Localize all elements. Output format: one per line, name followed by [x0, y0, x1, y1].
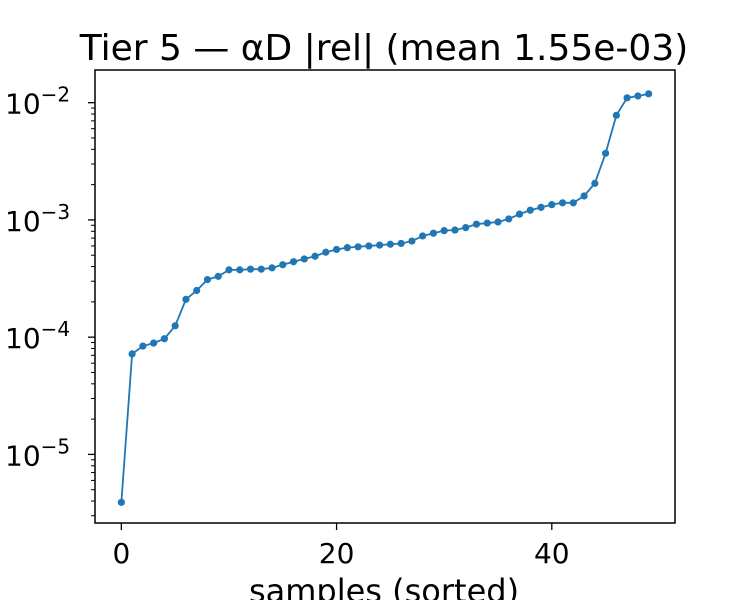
data-point: [171, 322, 179, 330]
data-point: [429, 229, 438, 237]
x-tick-label: 20: [319, 537, 355, 570]
data-point: [257, 265, 265, 273]
data-point: [451, 226, 459, 234]
data-point: [483, 219, 491, 227]
data-point: [515, 210, 524, 218]
data-point: [160, 335, 169, 343]
data-point: [634, 92, 642, 100]
data-point: [332, 245, 341, 254]
data-point: [408, 237, 416, 245]
data-point: [472, 220, 481, 228]
data-point: [558, 199, 567, 207]
data-point: [311, 252, 319, 260]
data-point: [526, 206, 534, 214]
data-point: [419, 232, 427, 240]
data-point: [203, 275, 212, 284]
data-point: [591, 179, 599, 187]
data-point: [236, 266, 244, 274]
x-axis: 0 20 40: [112, 523, 570, 570]
data-point: [612, 111, 620, 119]
data-point: [537, 203, 545, 211]
data-point: [548, 201, 556, 209]
data-point: [289, 258, 298, 266]
plot-area: [94, 69, 676, 524]
y-tick-label: 10−2: [5, 83, 70, 121]
x-axis-label: samples (sorted): [249, 572, 519, 600]
data-point: [494, 218, 502, 226]
data-point: [214, 272, 222, 280]
data-point: [397, 239, 405, 248]
data-point: [300, 255, 308, 263]
series-line: [120, 92, 649, 503]
y-tick-label: 10−4: [5, 317, 70, 355]
chart-title: Tier 5 — αD |rel| (mean 1.55e-03): [79, 28, 689, 69]
data-point: [354, 243, 362, 251]
plot-frame: [94, 69, 676, 524]
data-point: [182, 295, 190, 303]
data-point: [268, 264, 276, 272]
data-point: [225, 266, 233, 274]
data-point: [440, 227, 448, 235]
y-tick-label: 10−5: [5, 434, 70, 472]
data-point: [343, 244, 351, 252]
data-point: [623, 94, 631, 102]
x-tick-label: 0: [112, 537, 130, 570]
data-point: [150, 339, 158, 347]
x-tick-label: 40: [534, 537, 570, 570]
data-point: [128, 350, 136, 358]
data-point: [601, 149, 610, 157]
y-axis: 10−5 10−4 10−3 10−2: [5, 83, 95, 517]
line-series: [117, 90, 653, 506]
y-tick-label: 10−3: [5, 200, 70, 238]
data-point: [505, 215, 513, 223]
data-point: [569, 199, 577, 207]
data-point: [322, 248, 330, 256]
data-point: [462, 224, 470, 232]
data-point: [386, 240, 394, 248]
data-point: [365, 242, 373, 250]
data-point: [376, 241, 384, 249]
data-point: [139, 342, 147, 350]
data-point: [580, 192, 588, 200]
data-point: [645, 90, 653, 98]
data-point: [193, 286, 201, 295]
data-point: [117, 498, 125, 506]
data-point: [279, 261, 287, 269]
data-point: [246, 265, 255, 273]
